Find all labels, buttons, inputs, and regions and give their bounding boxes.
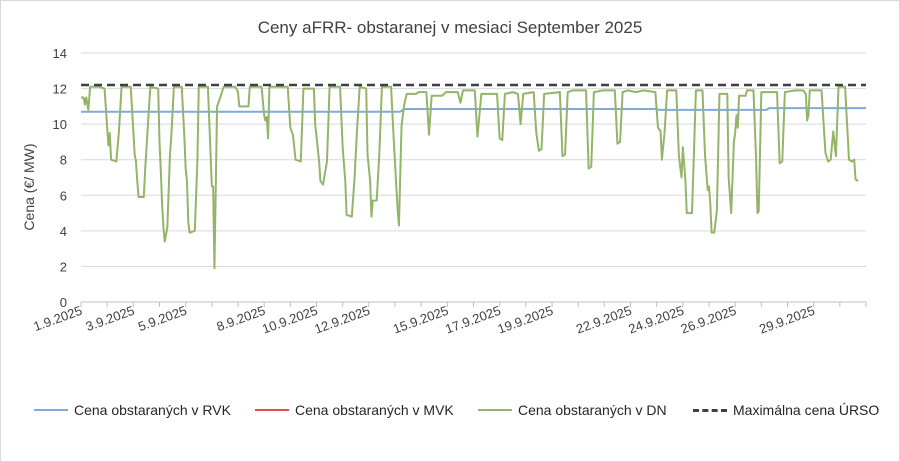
legend-item: Maximálna cena ÚRSO: [693, 402, 879, 418]
y-tick-label: 10: [53, 117, 67, 132]
legend: Cena obstaraných v RVK Cena obstaraných v…: [0, 402, 900, 422]
y-axis-ticks: 0 2 4 6 8 10 12 14: [53, 46, 67, 310]
y-tick-label: 2: [60, 259, 67, 274]
chart-title: Ceny aFRR- obstaranej v mesiaci Septembe…: [257, 18, 643, 37]
x-tick-label: 5.9.2025: [136, 303, 189, 334]
x-tick-label: 3.9.2025: [84, 303, 137, 334]
y-tick-label: 4: [60, 224, 67, 239]
legend-label: Cena obstaraných v MVK: [295, 402, 454, 418]
x-tick-label: 15.9.2025: [391, 303, 450, 337]
y-tick-label: 12: [53, 82, 67, 97]
legend-item: Cena obstaraných v DN: [478, 402, 667, 418]
legend-swatch: [255, 409, 289, 411]
series-lines: [81, 83, 866, 270]
x-tick-label: 29.9.2025: [757, 303, 816, 337]
x-tick-label: 26.9.2025: [679, 303, 738, 337]
y-tick-label: 6: [60, 188, 67, 203]
x-tick-label: 8.9.2025: [215, 303, 268, 334]
legend-label: Cena obstaraných v DN: [518, 402, 667, 418]
legend-label: Cena obstaraných v RVK: [74, 402, 231, 418]
gridlines: [80, 52, 867, 307]
series-line-2: [81, 85, 859, 270]
y-tick-label: 0: [60, 295, 67, 310]
x-tick-label: 1.9.2025: [31, 303, 84, 334]
x-tick-label: 12.9.2025: [312, 303, 371, 337]
legend-swatch: [34, 409, 68, 411]
series-line-0: [81, 107, 866, 113]
x-tick-label: 24.9.2025: [626, 303, 685, 337]
x-tick-label: 10.9.2025: [260, 303, 319, 337]
y-tick-label: 14: [53, 46, 67, 61]
legend-swatch: [478, 409, 512, 411]
x-axis-ticks: 1.9.2025 3.9.2025 5.9.2025 8.9.202510.9.202…: [31, 303, 816, 337]
legend-item: Cena obstaraných v RVK: [34, 402, 231, 418]
x-tick-label: 19.9.2025: [496, 303, 555, 337]
legend-swatch: [693, 408, 727, 412]
y-tick-label: 8: [60, 153, 67, 168]
legend-item: Cena obstaraných v MVK: [255, 402, 454, 418]
y-axis-label: Cena (€/ MW): [21, 143, 37, 230]
legend-label: Maximálna cena ÚRSO: [733, 402, 880, 418]
x-tick-label: 22.9.2025: [574, 303, 633, 337]
x-tick-label: 17.9.2025: [443, 303, 502, 337]
